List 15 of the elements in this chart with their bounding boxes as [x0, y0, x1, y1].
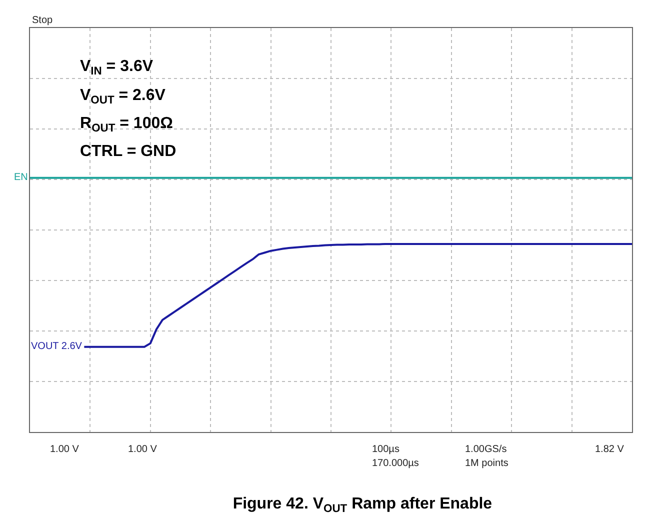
text: 1.00GS/s — [465, 444, 507, 455]
text: R$_{OUT}$ = 100Ω — [80, 115, 174, 134]
text: 1.00 V — [128, 444, 158, 455]
text: V$_{IN}$ = 3.6V — [80, 58, 154, 78]
text: 1.00 V — [50, 444, 80, 455]
series-label: EN — [14, 172, 28, 183]
text: Stop — [32, 15, 54, 26]
text: 170.000µs — [372, 458, 419, 469]
text: 100µs — [372, 444, 400, 455]
text: 1.82 V — [595, 444, 624, 455]
series-label: VOUT 2.6V — [31, 341, 82, 352]
text: 1M points — [465, 458, 508, 469]
text: V$_{OUT}$ = 2.6V — [80, 87, 166, 106]
text: Figure 42. V$_{OUT}$ Ramp after Enable — [232, 496, 492, 515]
text: CTRL = GND — [80, 143, 176, 160]
